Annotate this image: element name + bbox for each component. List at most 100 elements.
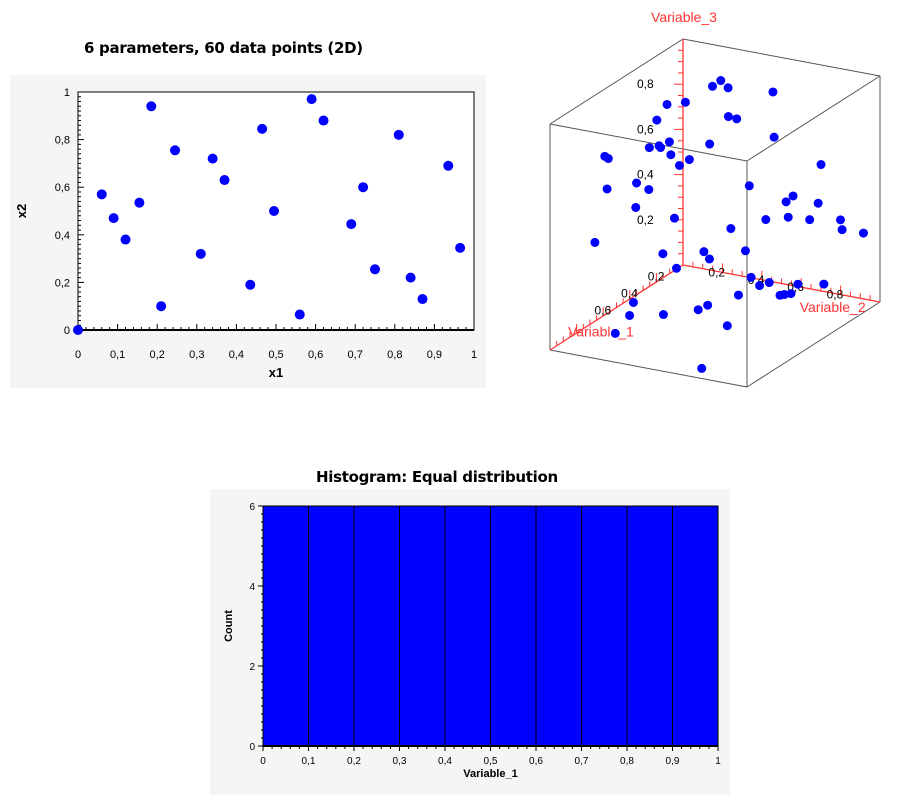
data-point bbox=[346, 219, 357, 230]
data-point bbox=[73, 325, 83, 335]
y-axis-label: Count bbox=[223, 610, 235, 642]
data-point bbox=[652, 115, 662, 125]
data-point bbox=[156, 301, 167, 312]
data-point bbox=[146, 101, 157, 112]
y-axis-label: Variable_2 bbox=[800, 299, 866, 315]
data-point bbox=[732, 114, 742, 124]
data-point bbox=[134, 197, 145, 208]
x-axis-label: x1 bbox=[269, 365, 283, 380]
data-point bbox=[684, 155, 694, 165]
x-axis-label: Variable_1 bbox=[463, 768, 517, 780]
data-point bbox=[443, 160, 454, 171]
cube-edge bbox=[746, 75, 881, 162]
x-tick-label: 0,8 bbox=[387, 349, 402, 361]
histogram-panel: Histogram: Equal distribution 0 0,1 0,2 0,3… bbox=[210, 455, 730, 795]
z-tick-label: 0,2 bbox=[637, 213, 654, 227]
data-point bbox=[405, 272, 416, 283]
histogram-bar bbox=[262, 505, 309, 747]
y-tick-label: 0 bbox=[249, 742, 255, 753]
x-tick-label: 1 bbox=[715, 756, 721, 767]
data-point bbox=[837, 225, 847, 235]
y-tick-label: 0,4 bbox=[55, 230, 70, 242]
histogram-bar bbox=[399, 505, 446, 747]
histogram-chart: 0 0,1 0,2 0,3 0,4 0,5 0,6 0,7 0,8 0,9 1 0 2 4 6 Variabl… bbox=[210, 489, 730, 795]
scatter-2d-title: 6 parameters, 60 data points (2D) bbox=[84, 39, 363, 57]
data-point bbox=[674, 160, 684, 170]
data-point bbox=[671, 263, 681, 273]
data-point bbox=[722, 321, 732, 331]
data-point bbox=[746, 272, 756, 282]
z-axis-label: Variable_3 bbox=[651, 9, 717, 25]
x-tick-label: 0,3 bbox=[189, 349, 204, 361]
data-point bbox=[170, 145, 181, 156]
data-point bbox=[257, 123, 268, 134]
data-point bbox=[370, 264, 380, 275]
y-tick-label: 0,8 bbox=[55, 135, 70, 147]
histogram-bar bbox=[581, 505, 628, 747]
data-point bbox=[666, 150, 676, 160]
y-tick-label: 2 bbox=[249, 662, 255, 673]
x-tick-label: 0,6 bbox=[529, 756, 543, 767]
data-point bbox=[788, 191, 798, 201]
data-point bbox=[455, 242, 466, 253]
z-tick-label: 0,8 bbox=[637, 77, 654, 91]
data-point bbox=[768, 87, 778, 97]
data-point bbox=[393, 129, 404, 140]
data-point bbox=[744, 181, 754, 191]
data-point bbox=[318, 115, 329, 126]
data-point bbox=[781, 197, 791, 207]
data-point bbox=[306, 94, 317, 105]
cube-edge bbox=[746, 301, 881, 388]
histogram-bar bbox=[308, 505, 355, 747]
x-tick-label: 0,1 bbox=[110, 349, 125, 361]
histogram-bar bbox=[672, 505, 719, 747]
data-point bbox=[96, 189, 107, 200]
data-point bbox=[358, 182, 369, 193]
data-point bbox=[723, 83, 733, 93]
scatter-3d-panel: 0,20,40,60,20,40,60,80,20,40,60,8Variabl… bbox=[500, 0, 904, 420]
data-point bbox=[662, 99, 672, 109]
scatter-2d-chart: 0 0,1 0,2 0,3 0,4 0,5 0,6 0,7 0,8 0,9 1 0 0,2 0,4 0,6 0… bbox=[10, 75, 486, 388]
data-point bbox=[836, 215, 845, 225]
data-point bbox=[631, 202, 641, 212]
x-tick-label: 0,2 bbox=[347, 756, 361, 767]
data-point bbox=[819, 279, 829, 289]
x-tick-label: 0,7 bbox=[575, 756, 589, 767]
x-tick-label: 0,5 bbox=[268, 349, 283, 361]
cube-edge bbox=[549, 123, 748, 162]
x-tick-label: 0,6 bbox=[595, 303, 612, 317]
data-point bbox=[644, 143, 654, 153]
data-point bbox=[664, 137, 674, 147]
y-tick-label: 6 bbox=[249, 502, 255, 513]
x-tick-label: 0,7 bbox=[348, 349, 363, 361]
data-point bbox=[769, 132, 779, 142]
y-axis-label: x2 bbox=[14, 204, 29, 218]
x-tick-label: 0,3 bbox=[393, 756, 407, 767]
histogram-title: Histogram: Equal distribution bbox=[316, 468, 558, 486]
x-tick-label: 0,9 bbox=[666, 756, 680, 767]
data-point bbox=[693, 305, 703, 315]
y-tick-label: 4 bbox=[249, 582, 255, 593]
histogram-bar bbox=[626, 505, 673, 747]
y-tick-label: 0,2 bbox=[55, 277, 70, 289]
data-point bbox=[783, 212, 793, 222]
x-tick-label: 0,8 bbox=[620, 756, 634, 767]
y-tick-label: 0,6 bbox=[55, 182, 70, 194]
cube-edge bbox=[682, 38, 881, 77]
data-point bbox=[816, 160, 826, 170]
data-point bbox=[600, 151, 610, 161]
x-tick-label: 1 bbox=[471, 349, 477, 361]
data-point bbox=[632, 178, 642, 188]
data-point bbox=[775, 290, 785, 300]
data-point bbox=[858, 228, 868, 238]
z-tick-label: 0,4 bbox=[637, 168, 654, 182]
data-point bbox=[793, 279, 803, 289]
data-point bbox=[669, 213, 679, 223]
data-point bbox=[726, 224, 736, 234]
cube-edge bbox=[549, 349, 748, 388]
data-point bbox=[219, 175, 230, 186]
data-point bbox=[625, 310, 635, 320]
x-axis-label: Variable_1 bbox=[568, 324, 634, 340]
z-tick-label: 0,6 bbox=[637, 122, 654, 136]
data-point bbox=[417, 294, 428, 305]
